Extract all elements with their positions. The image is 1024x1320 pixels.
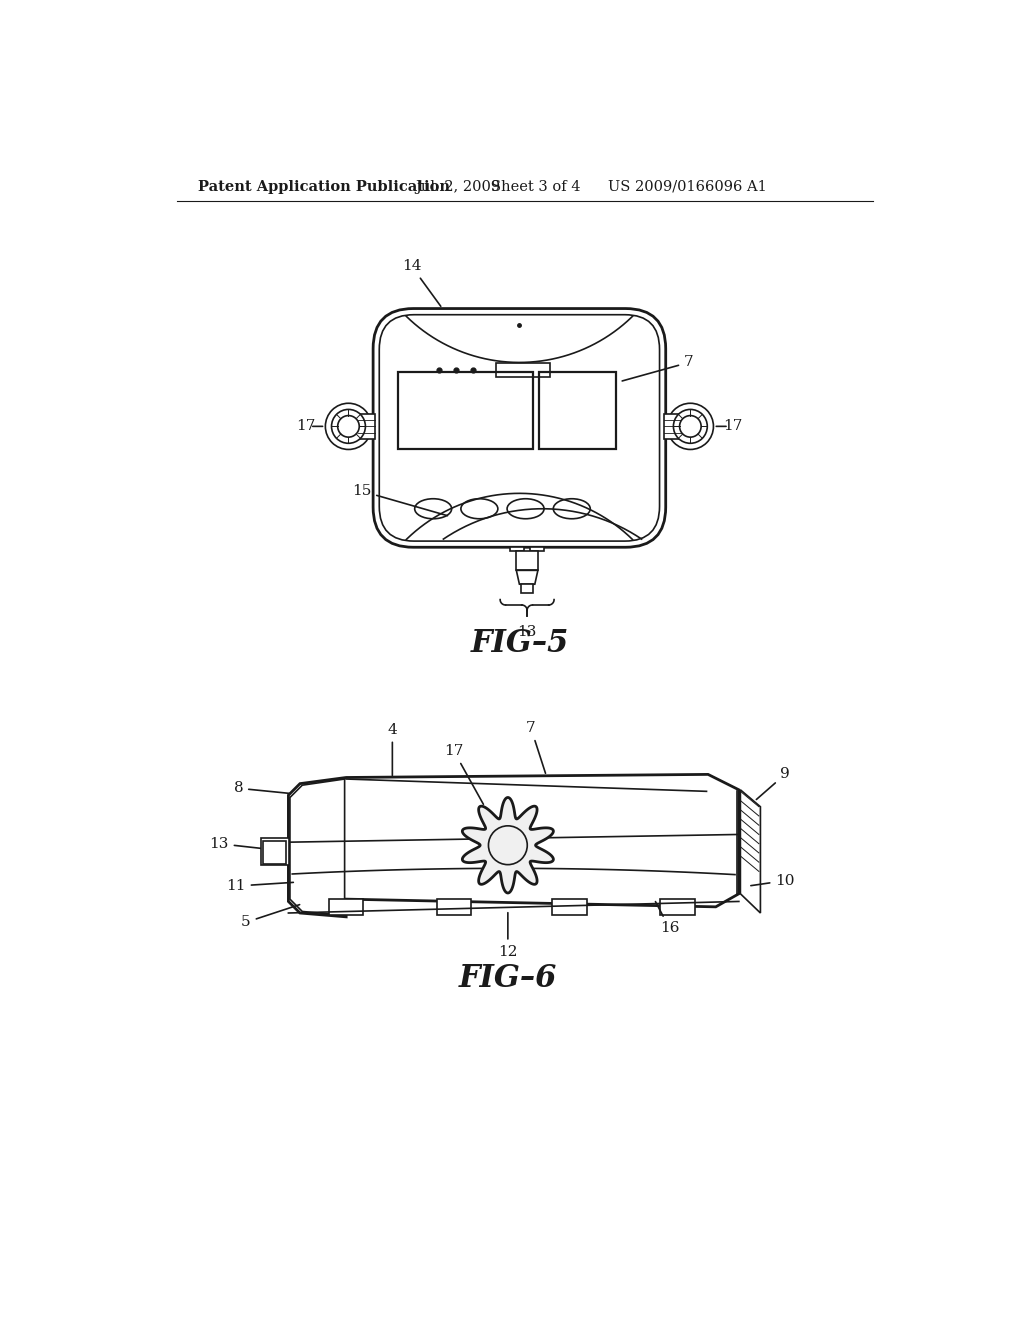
Circle shape bbox=[668, 404, 714, 450]
Text: 8: 8 bbox=[233, 781, 290, 795]
Text: 17: 17 bbox=[444, 744, 483, 804]
Circle shape bbox=[338, 416, 359, 437]
Text: FIG–5: FIG–5 bbox=[470, 628, 568, 659]
Text: FIG–6: FIG–6 bbox=[459, 964, 557, 994]
Text: 11: 11 bbox=[226, 879, 293, 894]
Text: 9: 9 bbox=[757, 767, 790, 800]
Bar bbox=[263, 841, 286, 863]
Polygon shape bbox=[516, 570, 538, 585]
Text: 17: 17 bbox=[296, 420, 315, 433]
Bar bbox=[539, 372, 615, 449]
Bar bbox=[436, 899, 471, 915]
Bar bbox=[497, 363, 550, 378]
Circle shape bbox=[680, 416, 701, 437]
Bar bbox=[397, 372, 532, 449]
Text: 12: 12 bbox=[498, 912, 517, 958]
Bar bbox=[261, 838, 289, 866]
Bar bbox=[530, 548, 544, 552]
Bar bbox=[552, 899, 587, 915]
Circle shape bbox=[326, 404, 372, 450]
Bar bbox=[329, 899, 364, 915]
Polygon shape bbox=[463, 797, 553, 892]
Text: 5: 5 bbox=[242, 904, 300, 929]
Circle shape bbox=[674, 409, 708, 444]
Bar bbox=[665, 414, 681, 438]
Circle shape bbox=[332, 409, 366, 444]
Bar bbox=[521, 585, 534, 594]
Polygon shape bbox=[740, 789, 761, 913]
Text: US 2009/0166096 A1: US 2009/0166096 A1 bbox=[608, 180, 767, 194]
Text: 4: 4 bbox=[387, 723, 397, 775]
Bar bbox=[659, 899, 694, 915]
Text: 14: 14 bbox=[401, 259, 440, 306]
Text: 16: 16 bbox=[655, 902, 679, 936]
Polygon shape bbox=[289, 775, 739, 917]
Text: Sheet 3 of 4: Sheet 3 of 4 bbox=[490, 180, 581, 194]
FancyBboxPatch shape bbox=[373, 309, 666, 548]
Bar bbox=[510, 548, 524, 552]
Text: 7: 7 bbox=[623, 355, 693, 381]
Text: 13: 13 bbox=[517, 624, 537, 639]
Text: 17: 17 bbox=[723, 420, 742, 433]
Text: 15: 15 bbox=[352, 484, 447, 516]
Bar bbox=[357, 414, 375, 438]
Text: 13: 13 bbox=[210, 837, 271, 850]
Text: Patent Application Publication: Patent Application Publication bbox=[199, 180, 451, 194]
Text: 10: 10 bbox=[751, 874, 795, 887]
Text: Jul. 2, 2009: Jul. 2, 2009 bbox=[416, 180, 501, 194]
Bar bbox=[516, 552, 538, 570]
Text: 7: 7 bbox=[526, 721, 546, 774]
